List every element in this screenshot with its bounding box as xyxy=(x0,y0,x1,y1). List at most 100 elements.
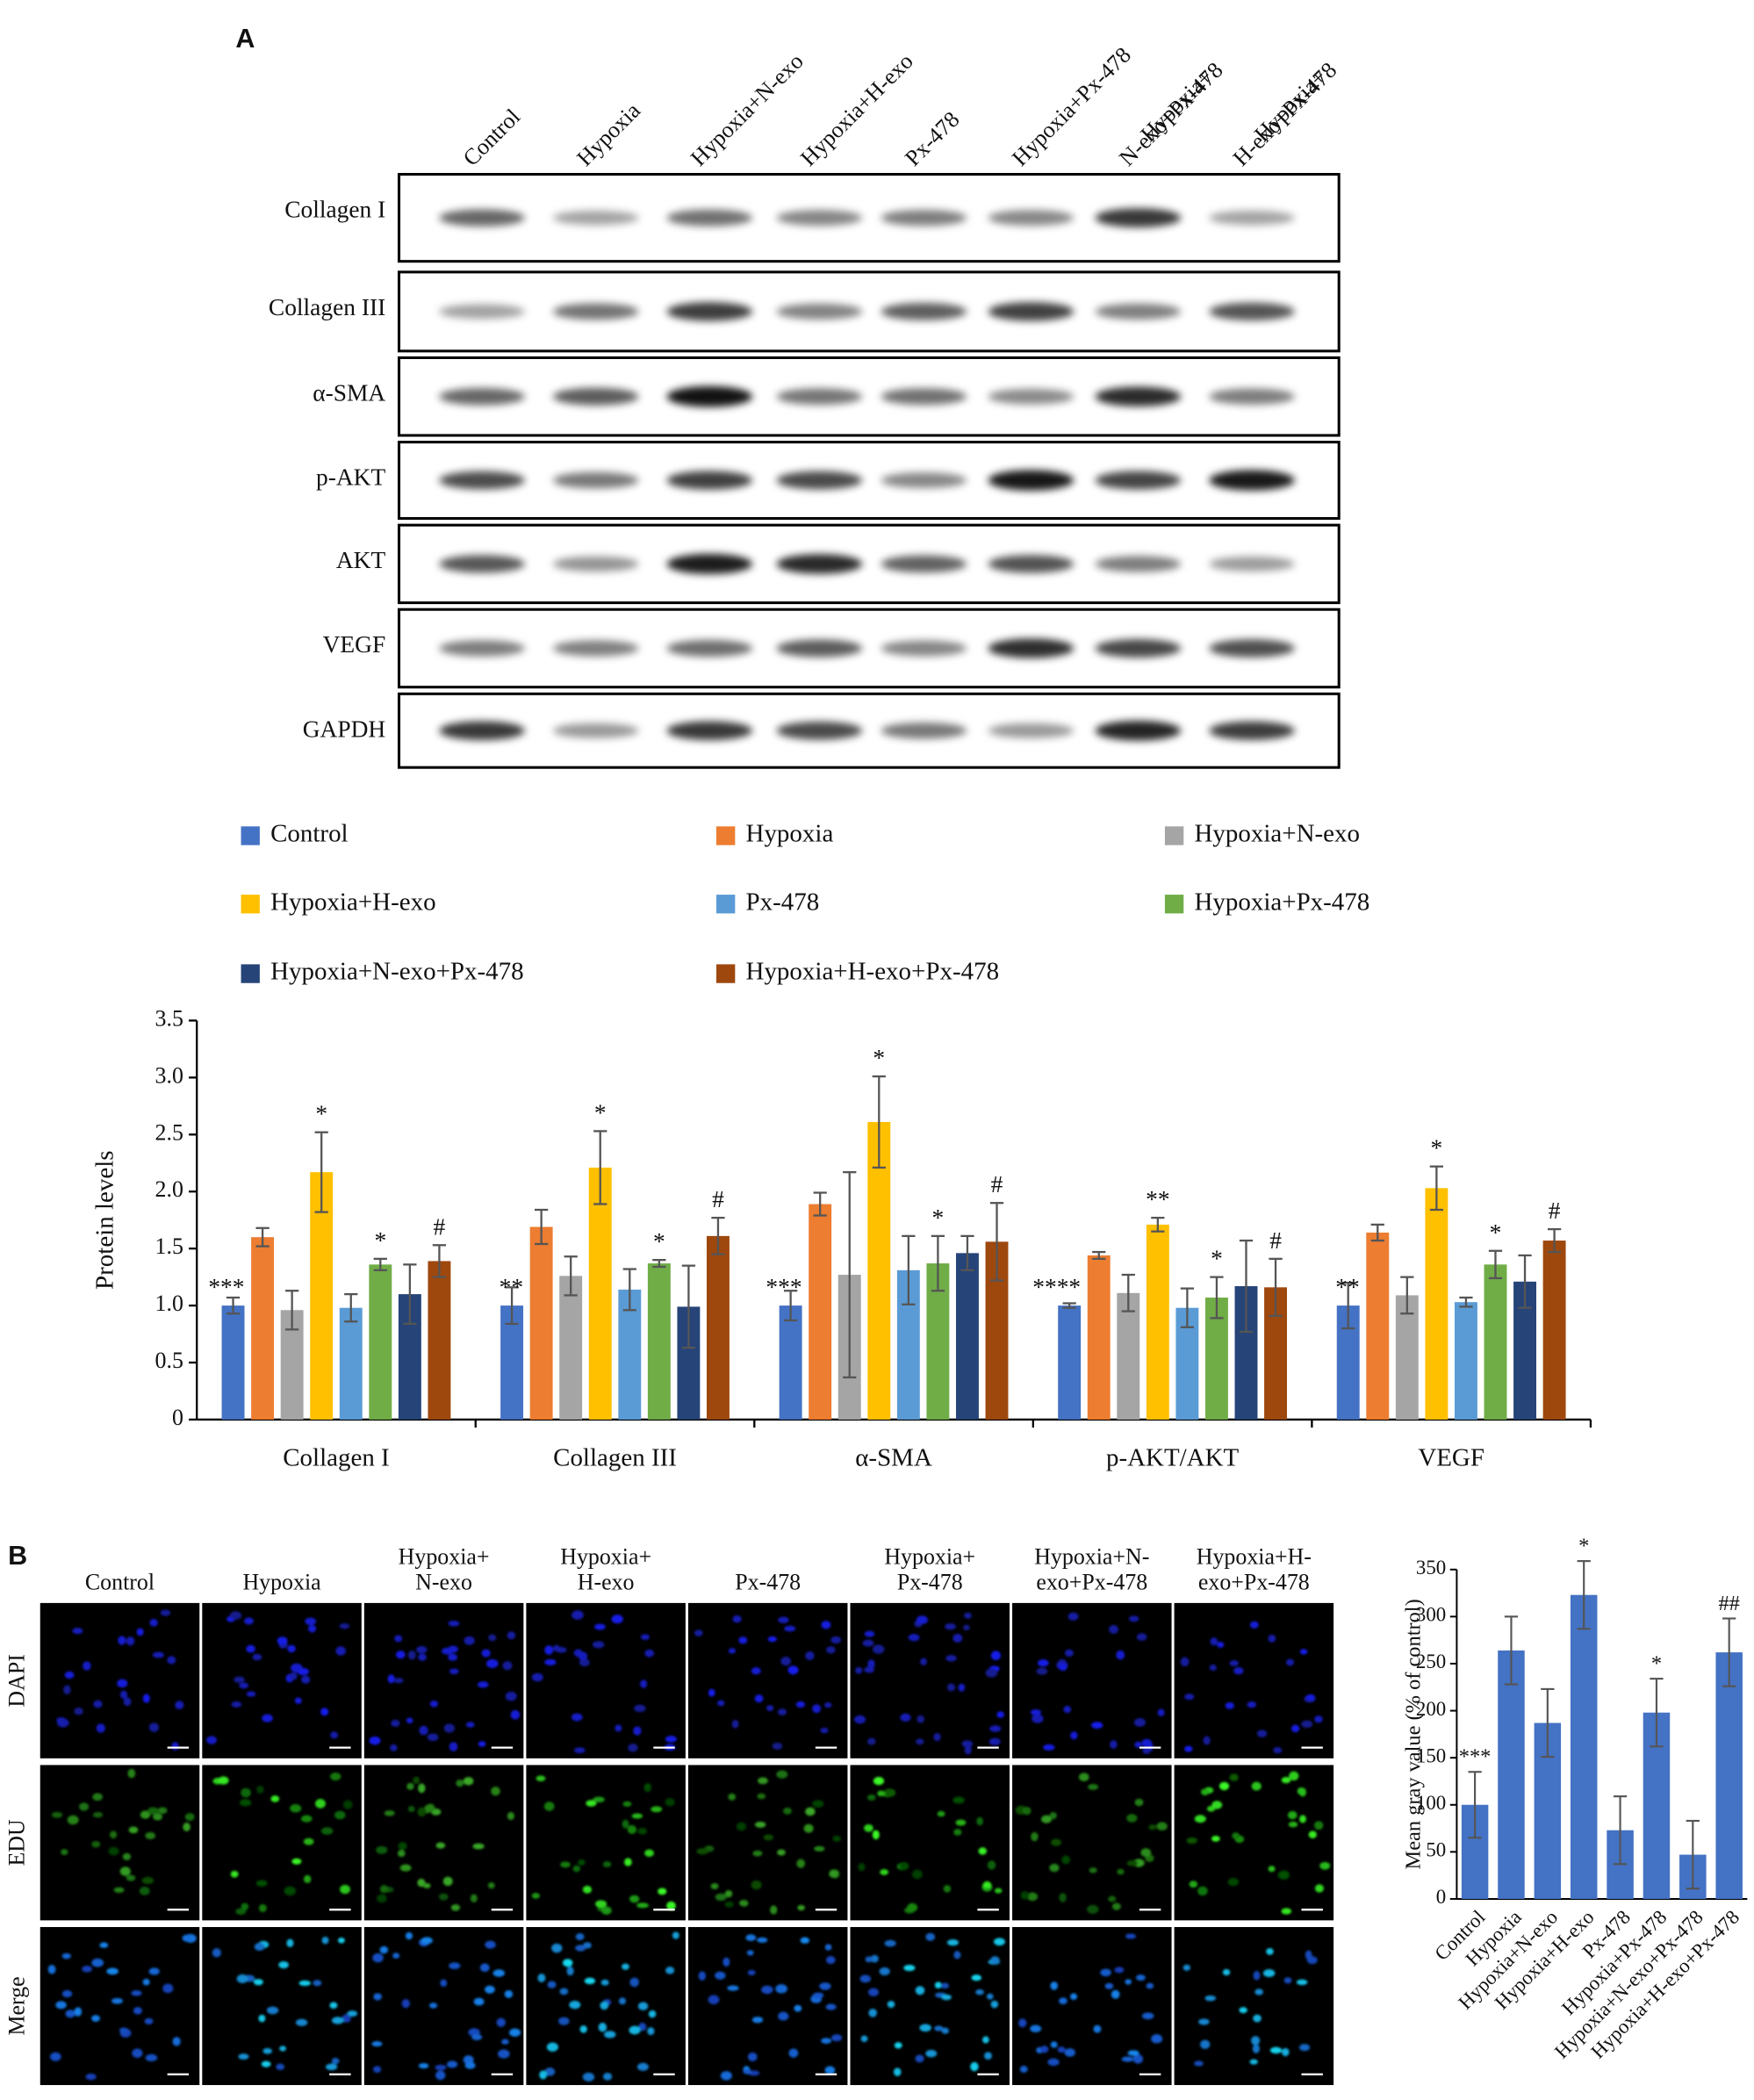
nucleus xyxy=(256,1786,264,1794)
band xyxy=(552,556,639,572)
nucleus xyxy=(537,1974,546,1982)
nuclei xyxy=(1018,1933,1163,2073)
legend-label: Hypoxia+H-exo xyxy=(270,888,436,916)
nucleus xyxy=(491,1786,500,1796)
nucleus xyxy=(1298,2044,1311,2052)
nucleus xyxy=(783,1807,792,1815)
nucleus xyxy=(1209,1665,1217,1672)
nucleus xyxy=(239,1682,249,1689)
panel-label: B xyxy=(8,1541,27,1571)
nucleus xyxy=(715,1971,726,1980)
nucleus xyxy=(417,1807,427,1817)
nuclei xyxy=(1186,1771,1331,1915)
nucleus xyxy=(622,1819,629,1829)
nucleus xyxy=(1269,2046,1283,2054)
nuclei xyxy=(212,1936,358,2071)
nucleus xyxy=(399,1864,412,1872)
nucleus xyxy=(1134,1798,1144,1807)
nucleus xyxy=(61,1989,73,1998)
bar xyxy=(618,1289,642,1420)
nuclei xyxy=(698,1934,843,2081)
nuclei xyxy=(371,1931,521,2081)
nucleus xyxy=(598,2022,607,2032)
nucleus xyxy=(92,1793,103,1802)
nucleus xyxy=(485,1985,495,1994)
x-tick-label: α-SMA xyxy=(855,1443,932,1471)
nucleus xyxy=(47,1964,56,1974)
nucleus xyxy=(547,1981,557,1989)
nucleus xyxy=(1057,2046,1066,2053)
nucleus xyxy=(747,2052,758,2062)
legend-swatch xyxy=(241,964,260,983)
nucleus xyxy=(262,1714,273,1722)
nucleus xyxy=(1059,1663,1067,1672)
nucleus xyxy=(919,2024,931,2032)
nucleus xyxy=(531,1672,543,1682)
nucleus xyxy=(1227,1877,1240,1887)
nucleus xyxy=(393,1678,404,1684)
nucleus xyxy=(119,1690,128,1700)
bar xyxy=(647,1263,671,1420)
nucleus xyxy=(1277,1870,1290,1880)
nucleus xyxy=(478,1741,486,1747)
nucleus xyxy=(343,1800,353,1809)
nucleus xyxy=(147,1807,159,1816)
nucleus xyxy=(1305,1694,1316,1701)
significance: ** xyxy=(1146,1186,1169,1212)
significance: # xyxy=(712,1186,724,1212)
nucleus xyxy=(899,1862,909,1871)
significance: * xyxy=(653,1228,665,1255)
band xyxy=(776,303,863,320)
nucleus xyxy=(1126,1814,1138,1823)
band xyxy=(881,555,967,573)
band xyxy=(1209,639,1295,658)
nucleus xyxy=(640,1679,648,1688)
nucleus xyxy=(943,1885,952,1893)
nucleus xyxy=(258,1903,267,1913)
nucleus xyxy=(825,1956,836,1965)
nuclei xyxy=(51,1768,195,1895)
nucleus xyxy=(940,1982,950,1989)
nucleus xyxy=(629,2025,641,2035)
nucleus xyxy=(1100,1968,1111,1977)
band xyxy=(1095,471,1182,490)
legend-label: Control xyxy=(270,820,349,848)
nucleus xyxy=(864,1630,875,1637)
nucleus xyxy=(976,1816,983,1826)
y-tick-label: 1.0 xyxy=(155,1291,183,1316)
nucleus xyxy=(61,1849,68,1856)
nucleus xyxy=(866,1794,876,1801)
nucleus xyxy=(1125,1979,1132,1985)
nucleus xyxy=(925,2049,938,2058)
nucleus xyxy=(751,1880,762,1890)
bar xyxy=(310,1172,334,1420)
nucleus xyxy=(579,2024,587,2033)
nucleus xyxy=(825,2003,837,2010)
nucleus xyxy=(131,1990,142,1996)
significance: * xyxy=(374,1227,386,1254)
nucleus xyxy=(637,2002,649,2010)
nucleus xyxy=(872,1830,880,1840)
nucleus xyxy=(724,1901,734,1908)
nucleus xyxy=(1116,1650,1125,1660)
nucleus xyxy=(1121,2056,1134,2062)
nucleus xyxy=(502,1661,513,1671)
nucleus xyxy=(1059,1997,1067,2005)
nucleus xyxy=(118,1636,126,1645)
blot-row-label: p-AKT xyxy=(316,464,385,491)
nucleus xyxy=(984,2052,992,2060)
column-label: exo+Px-478 xyxy=(1198,1570,1310,1595)
nucleus xyxy=(953,1829,962,1836)
nucleus xyxy=(303,1838,314,1845)
band xyxy=(552,387,639,406)
nucleus xyxy=(731,1719,739,1729)
nucleus xyxy=(858,1863,866,1872)
nucleus xyxy=(738,1900,748,1907)
nucleus xyxy=(1239,2007,1247,2014)
lane-label: H-exo+Px-478 xyxy=(1228,57,1342,171)
nucleus xyxy=(82,1966,92,1973)
band xyxy=(988,302,1075,321)
nucleus xyxy=(231,1701,242,1708)
blot-row-label: Collagen III xyxy=(269,294,385,320)
bar xyxy=(1117,1292,1140,1420)
